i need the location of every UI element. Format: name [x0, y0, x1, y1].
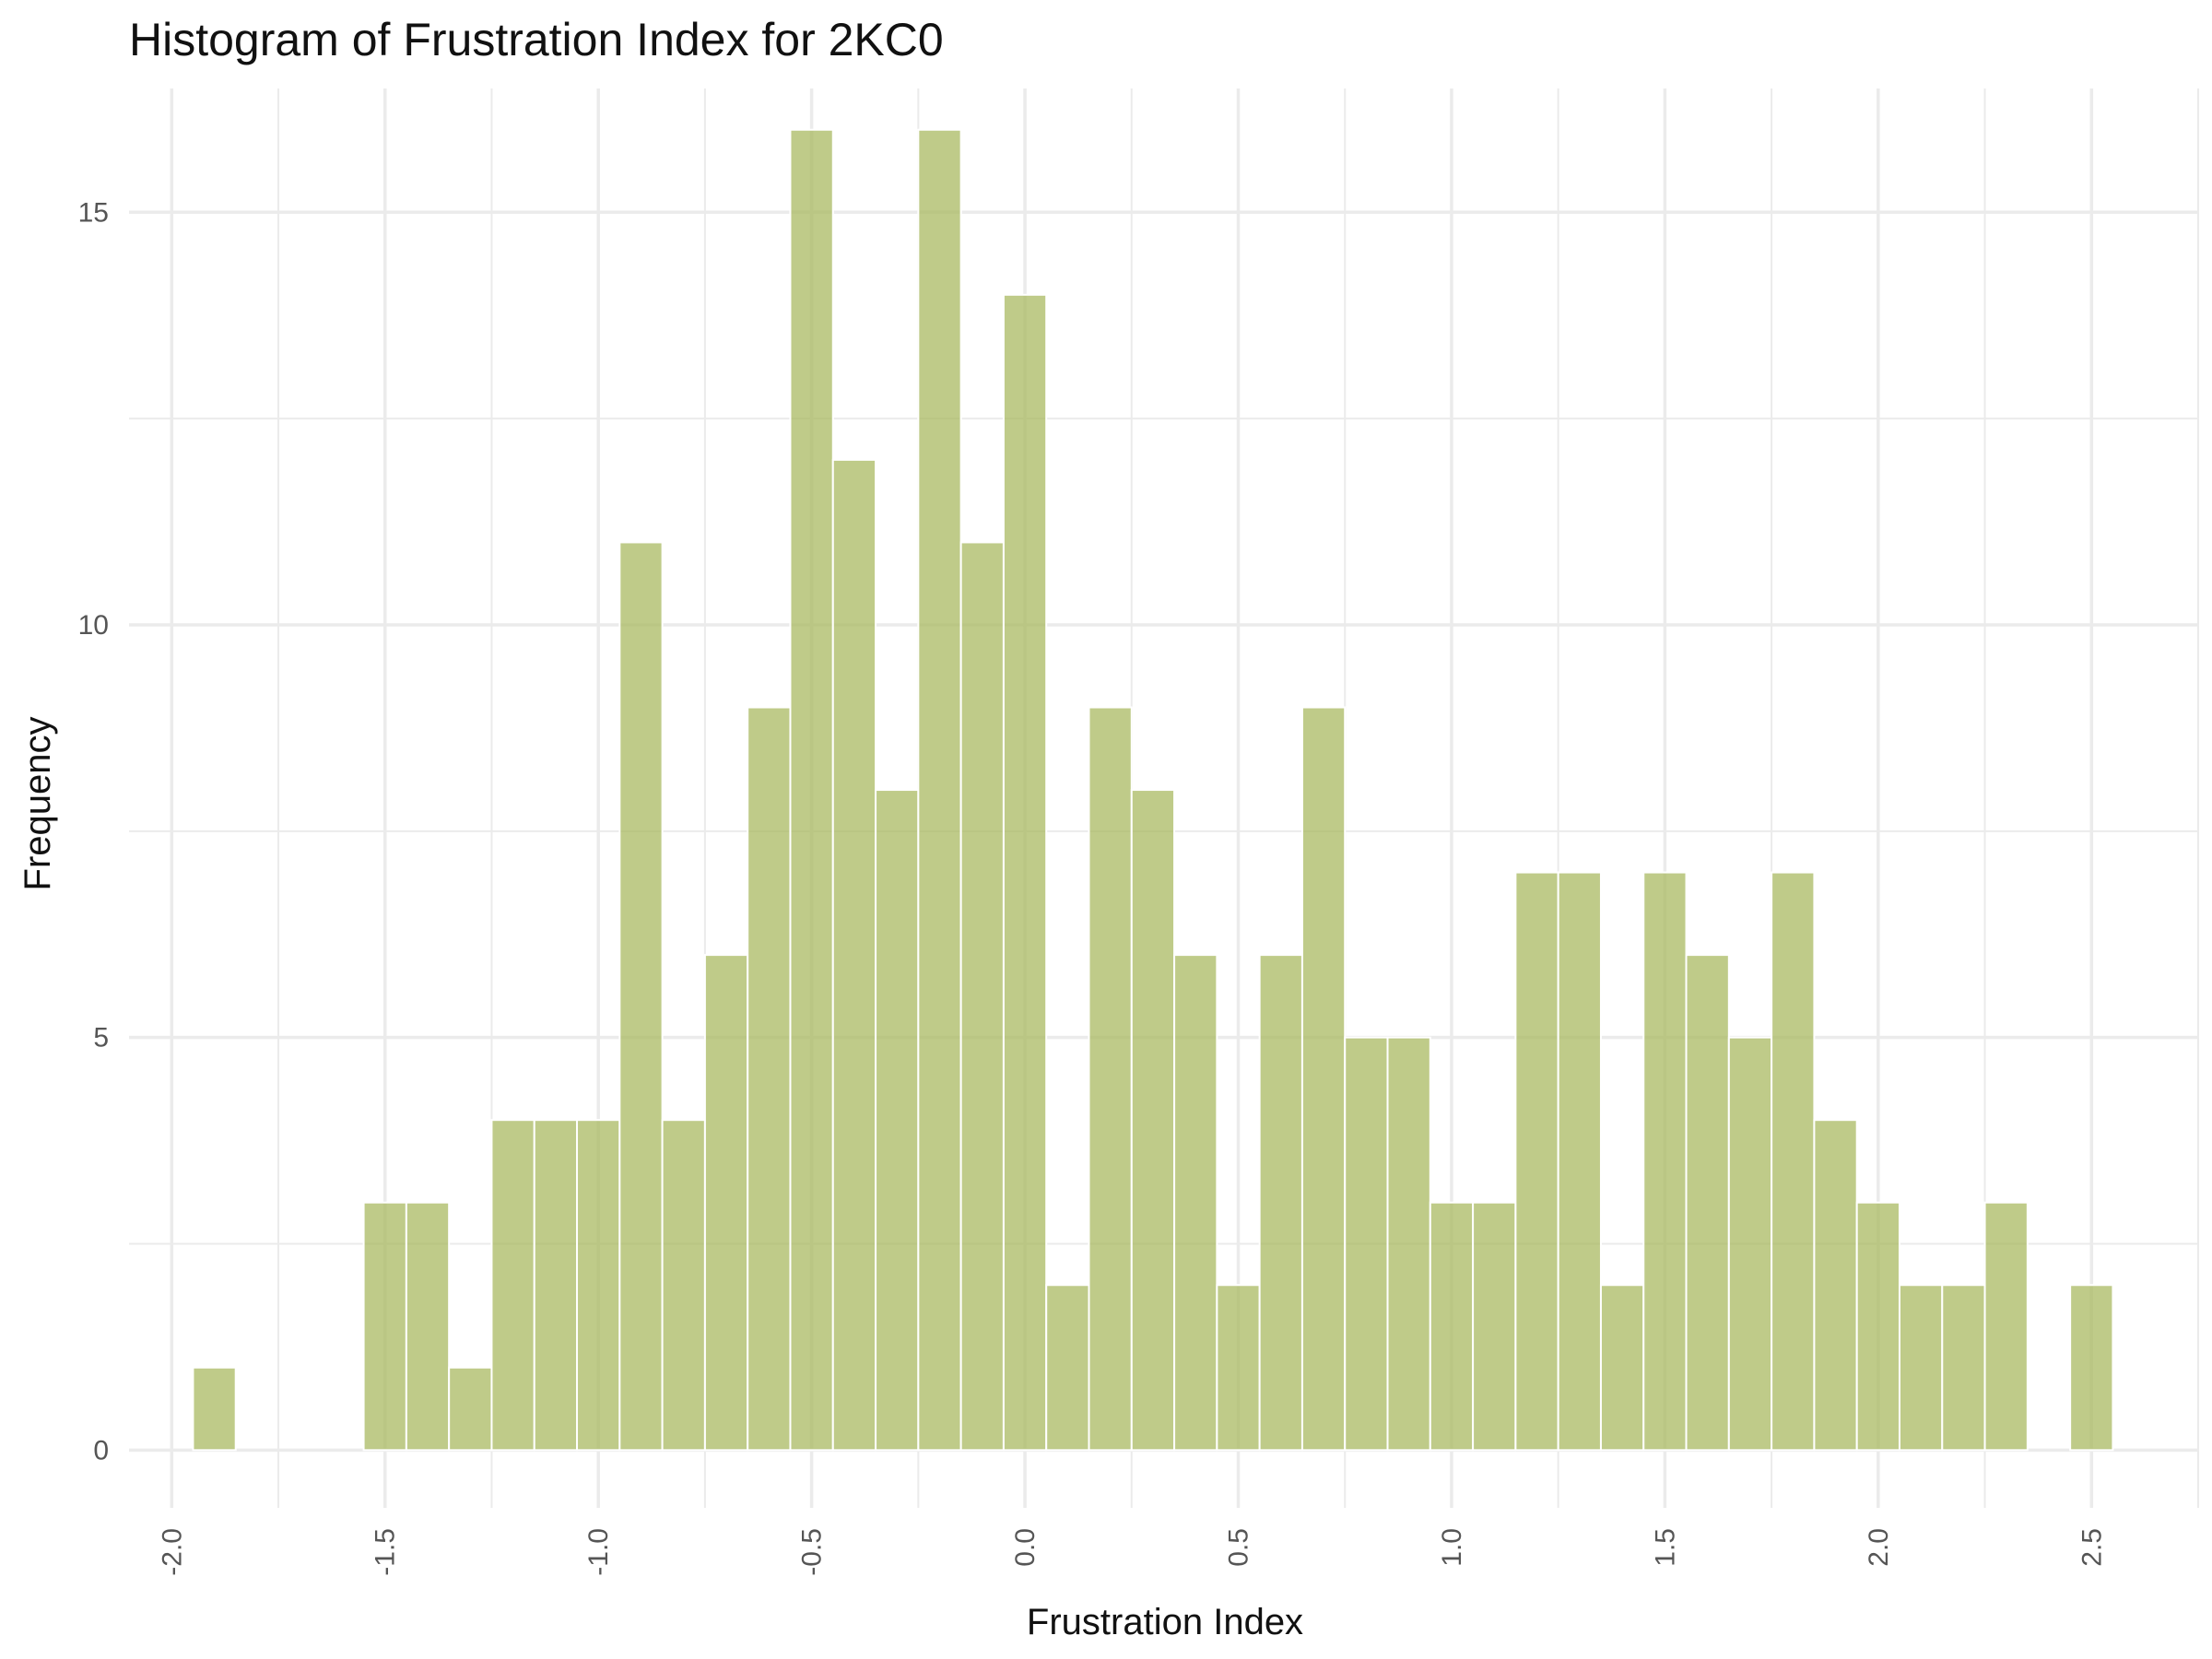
- x-axis-title: Frustration Index: [1027, 1602, 1303, 1642]
- x-axis-ticks: -2.0 -1.5 -1.0 -0.5 0.0 0.5 1.0 1.5 2.0 2.5: [157, 1528, 2107, 1576]
- x-tick-label: -1.5: [371, 1528, 401, 1576]
- histogram-bar: [490, 1119, 535, 1452]
- histogram-bar: [1002, 293, 1048, 1452]
- x-tick-label: -2.0: [157, 1528, 187, 1576]
- histogram-bar: [533, 1119, 579, 1452]
- y-axis-title: Frequency: [18, 717, 58, 891]
- x-tick-label: 0.0: [1010, 1528, 1041, 1567]
- histogram-bar: [1642, 871, 1688, 1452]
- x-tick-label: -1.0: [583, 1528, 614, 1576]
- histogram-bar: [789, 128, 834, 1452]
- histogram-bar: [1813, 1119, 1858, 1452]
- histogram-bar: [1557, 871, 1602, 1452]
- histogram-bar: [576, 1119, 621, 1452]
- histogram-bar: [1727, 1036, 1773, 1452]
- histogram-bar: [192, 1366, 237, 1452]
- histogram-bar: [1771, 871, 1816, 1452]
- histogram-bar: [405, 1201, 451, 1452]
- histogram-bar: [1300, 706, 1347, 1452]
- histogram-bar: [959, 541, 1005, 1452]
- histogram-bars: [192, 128, 2114, 1452]
- histogram-bar: [1258, 954, 1303, 1452]
- x-tick-label: 2.0: [1864, 1528, 1894, 1567]
- histogram-bar: [1983, 1201, 2029, 1452]
- histogram-bar: [1045, 1284, 1090, 1452]
- histogram-bar: [1386, 1036, 1431, 1452]
- histogram-bar: [1173, 954, 1218, 1452]
- histogram-bar: [831, 458, 877, 1452]
- histogram-bar: [362, 1201, 407, 1452]
- histogram-bar: [1472, 1201, 1517, 1452]
- histogram-bar: [1685, 954, 1730, 1452]
- histogram-bar: [1941, 1284, 1986, 1452]
- y-tick-label: 0: [93, 1435, 109, 1465]
- histogram-bar: [448, 1366, 493, 1452]
- histogram-bar: [1514, 871, 1559, 1452]
- y-tick-label: 5: [93, 1023, 109, 1053]
- histogram-bar: [1130, 789, 1176, 1452]
- x-tick-label: 1.0: [1437, 1528, 1467, 1567]
- histogram-bar: [1216, 1284, 1261, 1452]
- histogram-bar: [618, 541, 664, 1452]
- histogram-bar: [1898, 1284, 1944, 1452]
- y-tick-label: 10: [78, 610, 109, 641]
- histogram-bar: [1344, 1036, 1389, 1452]
- histogram-bar: [661, 1119, 706, 1452]
- x-tick-label: -0.5: [797, 1528, 828, 1576]
- histogram-bar: [917, 128, 962, 1452]
- histogram-bar: [875, 789, 920, 1452]
- histogram-bar: [1599, 1284, 1645, 1452]
- histogram-bar: [2069, 1284, 2114, 1452]
- y-tick-label: 15: [78, 197, 109, 228]
- chart-title: Histogram of Frustration Index for 2KC0: [129, 14, 944, 65]
- histogram-bar: [747, 706, 792, 1452]
- histogram-bar: [1855, 1201, 1900, 1452]
- histogram-bar: [703, 954, 749, 1452]
- x-tick-label: 2.5: [2077, 1528, 2107, 1567]
- y-axis-ticks: 0 5 10 15: [78, 197, 109, 1465]
- histogram-bar: [1088, 706, 1133, 1452]
- x-tick-label: 0.5: [1224, 1528, 1254, 1567]
- x-tick-label: 1.5: [1650, 1528, 1680, 1567]
- histogram-bar: [1429, 1201, 1475, 1452]
